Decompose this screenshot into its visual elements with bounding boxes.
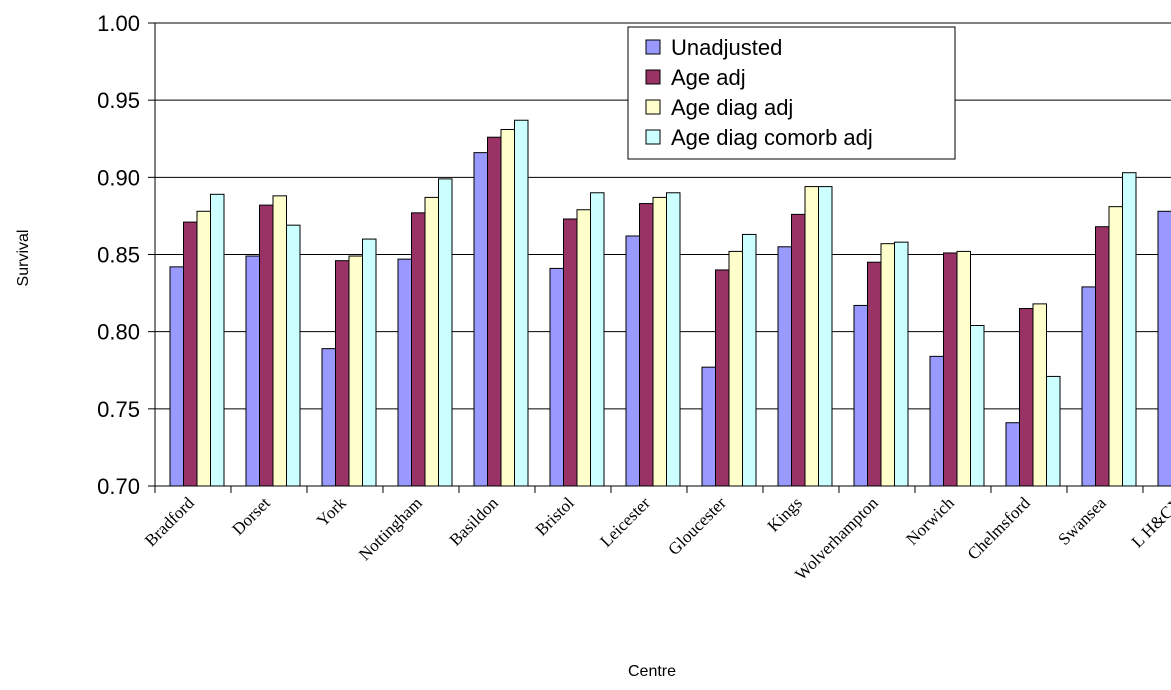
bar-age-diag-adj-chelmsford (1032, 303, 1047, 487)
x-tick-label: Nottingham (355, 493, 426, 564)
legend: Unadjusted Age adj Age diag adj Age diag co… (627, 26, 956, 160)
x-tick-label: Bristol (532, 493, 578, 539)
legend-swatch (645, 99, 661, 115)
y-axis-label: Survival (15, 230, 32, 287)
x-tick-label: Basildon (446, 493, 503, 550)
legend-label: Age adj (671, 65, 746, 90)
bar-unadjusted-basildon (473, 152, 488, 487)
legend-label: Unadjusted (671, 35, 782, 60)
bar-age-diag-comorb-adj-bradford (210, 193, 225, 487)
bar-age-diag-comorb-adj-kings (818, 186, 833, 487)
y-tick-label: 0.75 (97, 397, 140, 422)
x-tick-label: Gloucester (664, 493, 730, 559)
bar-age-adj-swansea (1095, 226, 1110, 487)
bar-unadjusted-leicester (625, 235, 640, 487)
bar-unadjusted-bristol (549, 267, 564, 487)
bar-age-diag-adj-york (348, 255, 363, 487)
x-tick-label: Norwich (902, 493, 958, 549)
legend-swatch (645, 39, 661, 55)
bar-age-diag-adj-basildon (500, 128, 515, 487)
x-tick-label: L H&CX (1128, 493, 1171, 551)
bar-age-diag-adj-gloucester (728, 250, 743, 487)
bar-age-diag-comorb-adj-dorset (286, 224, 301, 487)
legend-box (627, 26, 956, 160)
bar-age-adj-wolverhampton (867, 261, 882, 487)
y-tick-label: 0.90 (97, 165, 140, 190)
bar-age-diag-adj-leicester (652, 196, 667, 487)
legend-swatch (645, 129, 661, 145)
bar-age-adj-chelmsford (1019, 308, 1034, 487)
x-tick-label: Bradford (141, 493, 198, 550)
legend-label: Age diag comorb adj (671, 125, 873, 150)
bar-unadjusted-york (321, 348, 336, 487)
bar-unadjusted-l-h-cx (1157, 210, 1171, 487)
legend-swatch (645, 69, 661, 85)
bar-age-adj-bristol (563, 218, 578, 487)
legend-label: Age diag adj (671, 95, 793, 120)
bar-age-diag-comorb-adj-leicester (666, 192, 681, 487)
bar-age-diag-adj-norwich (956, 250, 971, 487)
y-tick-label: 0.70 (97, 474, 140, 499)
bar-unadjusted-gloucester (701, 366, 716, 487)
bar-age-diag-adj-dorset (272, 195, 287, 487)
bar-age-diag-comorb-adj-norwich (970, 324, 985, 487)
bar-age-adj-basildon (487, 136, 502, 487)
bar-age-diag-adj-nottingham (424, 196, 439, 487)
bar-age-diag-comorb-adj-nottingham (438, 178, 453, 487)
bar-age-diag-comorb-adj-bristol (590, 192, 605, 487)
y-tick-label: 0.95 (97, 88, 140, 113)
y-tick-labels: 0.70 0.75 0.80 0.85 0.90 0.95 1.00 (97, 11, 140, 499)
bars (169, 119, 1171, 487)
bar-age-adj-bradford (183, 221, 198, 487)
bar-age-diag-adj-kings (804, 186, 819, 487)
y-tick-label: 1.00 (97, 11, 140, 36)
bar-unadjusted-nottingham (397, 258, 412, 487)
bar-unadjusted-dorset (245, 255, 260, 487)
bar-age-adj-leicester (639, 203, 654, 487)
bar-age-diag-comorb-adj-gloucester (742, 233, 757, 487)
bar-age-diag-adj-bradford (196, 210, 211, 487)
x-tick-label: Swansea (1054, 493, 1110, 549)
x-axis-label: Centre (628, 663, 676, 680)
x-tick-label: York (313, 493, 350, 530)
bar-age-adj-norwich (943, 252, 958, 487)
bar-age-diag-adj-wolverhampton (880, 243, 895, 487)
y-tick-label: 0.80 (97, 320, 140, 345)
bar-age-adj-kings (791, 213, 806, 487)
bar-age-adj-dorset (259, 204, 274, 487)
x-tick-label: Kings (764, 493, 806, 535)
bar-unadjusted-chelmsford (1005, 422, 1020, 487)
bar-age-diag-adj-bristol (576, 209, 591, 487)
bar-unadjusted-bradford (169, 266, 184, 487)
y-tick-label: 0.85 (97, 243, 140, 268)
x-tick-label: Chelmsford (964, 493, 1035, 564)
bar-age-adj-gloucester (715, 269, 730, 487)
x-tick-label: Dorset (228, 493, 274, 539)
x-tick-labels: Bradford Dorset York Nottingham Basildon Bris… (141, 493, 1171, 584)
bar-age-diag-comorb-adj-york (362, 238, 377, 487)
bar-age-diag-comorb-adj-basildon (514, 119, 529, 487)
bar-unadjusted-norwich (929, 355, 944, 487)
bar-unadjusted-wolverhampton (853, 304, 868, 487)
x-tick-label: Leicester (596, 493, 654, 551)
bar-age-diag-comorb-adj-swansea (1122, 172, 1137, 487)
bar-age-diag-comorb-adj-wolverhampton (894, 241, 909, 487)
bar-age-adj-york (335, 260, 350, 487)
bar-age-diag-comorb-adj-chelmsford (1046, 375, 1061, 487)
axes (148, 22, 1171, 493)
bar-unadjusted-kings (777, 246, 792, 487)
bar-age-diag-adj-swansea (1108, 206, 1123, 487)
bar-age-adj-nottingham (411, 212, 426, 487)
bar-unadjusted-swansea (1081, 286, 1096, 487)
